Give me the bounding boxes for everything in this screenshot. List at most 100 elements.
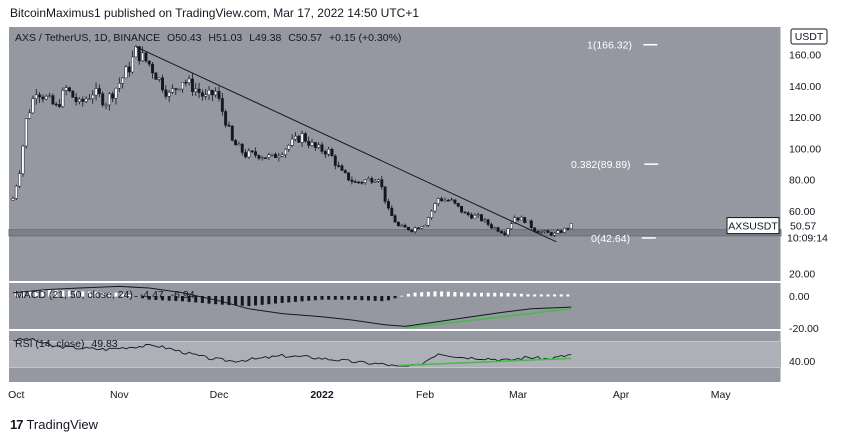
candle-body <box>360 181 364 184</box>
candle-body <box>516 217 520 221</box>
candle-body <box>350 179 354 182</box>
macd-histogram-bar <box>539 294 543 297</box>
macd-histogram-bar <box>161 296 165 301</box>
candle-body <box>556 230 560 234</box>
macd-histogram-bar <box>300 296 304 302</box>
candle-body <box>177 88 181 91</box>
high-value: 51.03 <box>216 32 242 44</box>
macd-histogram-bar <box>519 293 523 297</box>
candle-body <box>97 88 101 94</box>
candle-body <box>250 150 254 153</box>
candle-body <box>503 232 507 236</box>
macd-histogram-bar <box>413 292 417 297</box>
macd-histogram-bar <box>353 296 357 300</box>
candle-body <box>44 95 48 100</box>
candle-body <box>513 217 517 224</box>
candle-body <box>526 220 530 223</box>
macd-histogram-bar <box>61 290 65 297</box>
candle-body <box>227 124 231 127</box>
candle-body <box>420 226 424 229</box>
candle-body <box>327 148 331 155</box>
macd-histogram-bar <box>167 296 171 301</box>
candle-body <box>400 224 404 227</box>
candle-body <box>496 227 500 232</box>
macd-histogram-bar <box>207 296 211 304</box>
time-axis-tick: Dec <box>210 389 229 401</box>
macd-histogram-bar <box>101 292 105 297</box>
macd-histogram-bar <box>254 296 258 306</box>
candle-body <box>300 133 304 143</box>
candle-body <box>569 223 573 229</box>
macd-histogram-bar <box>313 296 317 301</box>
candle-body <box>436 198 440 204</box>
support-zone <box>8 229 782 237</box>
macd-histogram-bar <box>499 292 503 297</box>
macd-histogram-bar <box>107 292 111 297</box>
rsi-line <box>12 337 572 367</box>
candle-body <box>287 145 291 150</box>
candle-body <box>297 135 301 143</box>
candle-body <box>529 220 533 229</box>
symbol-price-tag-label: AXSUSDT <box>728 221 778 233</box>
candle-body <box>244 152 248 158</box>
macd-histogram-bar <box>180 296 184 302</box>
candle-body <box>257 155 261 159</box>
macd-legend-name: MACD (21, 50, close, 24) <box>15 289 133 301</box>
tradingview-logo-icon: 17 <box>10 417 24 432</box>
candle-body <box>509 223 513 229</box>
candle-body <box>111 93 115 99</box>
candle-body <box>559 230 563 233</box>
currency-badge[interactable] <box>790 28 828 45</box>
price-axis-tick: 120.00 <box>789 112 821 124</box>
candle-body <box>230 125 234 141</box>
macd-histogram-bar <box>400 295 404 297</box>
candle-body <box>330 148 334 157</box>
candle-body <box>200 92 204 97</box>
macd-histogram-bar <box>493 292 497 297</box>
candle-body <box>284 148 287 155</box>
candle-body <box>48 95 51 97</box>
candle-body <box>393 215 397 223</box>
candle-body <box>317 144 321 148</box>
candle-body <box>413 227 417 232</box>
macd-histogram-bar <box>333 296 337 300</box>
candle-body <box>31 98 35 114</box>
candle-body <box>337 165 341 167</box>
candle-body <box>141 52 145 62</box>
macd-histogram-bar <box>506 293 510 297</box>
macd-panel-bg <box>9 283 781 329</box>
candle-body <box>260 157 264 159</box>
time-axis-tick: Mar <box>509 389 528 401</box>
candle-body <box>187 78 191 84</box>
tradingview-wordmark: TradingView <box>26 417 99 432</box>
candle-body <box>377 179 380 182</box>
candle-body <box>197 88 201 93</box>
macd-histogram-bar <box>28 290 32 297</box>
candle-body <box>21 145 25 174</box>
candle-body <box>237 143 241 146</box>
candle-body <box>519 217 523 221</box>
macd-histogram-bar <box>121 293 125 297</box>
candle-body <box>91 94 95 99</box>
candle-body <box>533 227 537 232</box>
macd-histogram-bar <box>393 296 397 299</box>
descending-trendline <box>135 46 557 243</box>
candle-body <box>293 135 297 140</box>
candle-body <box>84 98 88 102</box>
time-axis-tick: Feb <box>416 389 434 401</box>
candle-body <box>217 91 221 99</box>
candle-body <box>61 90 65 107</box>
candle-body <box>493 227 497 229</box>
time-axis-tick: Apr <box>613 389 630 401</box>
macd-histogram-bar <box>526 294 530 297</box>
candle-body <box>174 88 178 90</box>
low-value: 49.38 <box>255 32 281 44</box>
countdown-value: 10:09:14 <box>787 233 828 245</box>
price-axis-tick: 140.00 <box>789 81 821 93</box>
macd-histogram-bar <box>194 296 198 303</box>
rsi-legend-name: RSI (14, close) <box>15 338 84 350</box>
candle-body <box>121 77 125 84</box>
candle-body <box>353 181 357 183</box>
candle-body <box>466 212 470 216</box>
candle-body <box>463 211 467 214</box>
